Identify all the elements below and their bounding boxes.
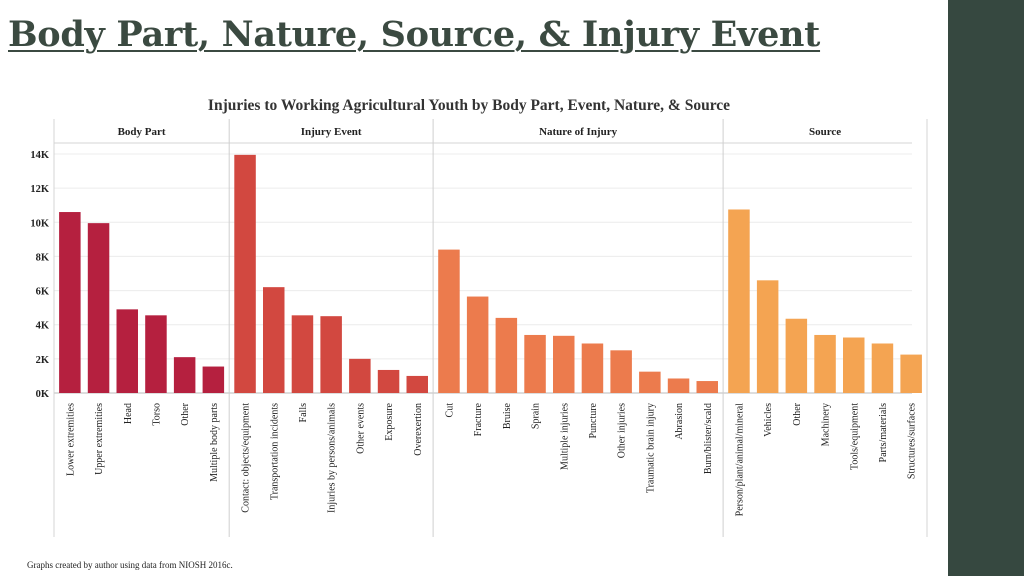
chart-panels: Body Part Lower extremities Upper extremit… xyxy=(59,126,922,516)
bar xyxy=(814,334,836,393)
source-footnote: Graphs created by author using data from… xyxy=(27,560,233,570)
x-tick-label: Tools/equipment xyxy=(849,403,860,470)
bar xyxy=(263,287,285,393)
x-tick-label: Lower extremities xyxy=(65,403,76,476)
bar xyxy=(524,334,546,393)
bar xyxy=(610,350,632,393)
panel-header: Injury Event xyxy=(301,126,362,138)
bar xyxy=(116,309,138,393)
bar xyxy=(291,315,314,393)
bar xyxy=(900,354,922,393)
bar xyxy=(59,212,81,393)
bar xyxy=(581,343,604,393)
x-tick-label: Upper extremities xyxy=(94,403,105,475)
bar xyxy=(667,378,690,393)
bar xyxy=(756,280,779,393)
chart-title: Injuries to Working Agricultural Youth b… xyxy=(208,97,730,114)
bar xyxy=(553,335,575,393)
y-tick-label: 8K xyxy=(36,252,50,263)
x-tick-label: Exposure xyxy=(384,402,395,440)
y-tick-label: 4K xyxy=(36,321,50,332)
x-tick-label: Parts/materials xyxy=(878,403,889,463)
decorative-side-band xyxy=(948,0,1024,576)
x-tick-label: Transportation incidents xyxy=(269,403,280,500)
x-tick-label: Head xyxy=(123,403,134,424)
y-tick-label: 6K xyxy=(36,287,50,298)
y-tick-label: 0K xyxy=(36,389,50,400)
injury-bar-chart: Injuries to Working Agricultural Youth b… xyxy=(30,97,928,537)
x-tick-label: Injuries by persons/animals xyxy=(327,403,338,513)
bar xyxy=(406,375,428,393)
panel-nature-of-injury: Nature of Injury Cut Fracture Bruise Sprain M… xyxy=(438,126,718,493)
panel-source: Source Person/plant/animal/mineral Vehicle… xyxy=(728,126,922,516)
x-tick-label: Other events xyxy=(355,403,366,454)
panel-header: Body Part xyxy=(118,126,166,138)
x-tick-label: Torso xyxy=(151,403,162,426)
x-tick-label: Multiple injuries xyxy=(559,403,570,470)
bar xyxy=(843,337,865,393)
x-tick-label: Cut xyxy=(444,403,455,418)
bar xyxy=(728,209,750,393)
bar xyxy=(320,316,342,393)
x-tick-label: Fracture xyxy=(473,402,484,436)
bar xyxy=(377,369,400,393)
y-tick-label: 14K xyxy=(30,150,50,161)
x-tick-label: Bruise xyxy=(502,402,513,429)
bar xyxy=(234,154,256,393)
x-tick-label: Falls xyxy=(298,403,309,423)
x-tick-label: Machinery xyxy=(821,403,832,446)
x-tick-label: Burn/blister/scald xyxy=(703,403,714,474)
slide-title: Body Part, Nature, Source, & Injury Even… xyxy=(8,14,821,55)
x-tick-label: Traumatic brain injury xyxy=(645,403,656,493)
y-tick-label: 12K xyxy=(30,184,50,195)
panel-header: Nature of Injury xyxy=(539,126,618,138)
bar xyxy=(173,357,196,393)
x-tick-label: Vehicles xyxy=(763,403,774,437)
bar xyxy=(871,343,894,393)
x-tick-label: Sprain xyxy=(531,403,542,429)
bar xyxy=(87,223,110,393)
x-tick-label: Puncture xyxy=(588,402,599,438)
bar xyxy=(349,358,371,393)
x-tick-label: Other injuries xyxy=(617,403,628,458)
bar xyxy=(495,317,518,393)
x-tick-label: Contact: objects/equipment xyxy=(241,403,252,513)
panel-header: Source xyxy=(809,126,841,138)
panel-injury-event: Injury Event Contact: objects/equipment Tr… xyxy=(234,126,428,513)
bar xyxy=(438,249,460,393)
bar xyxy=(696,381,718,393)
x-tick-label: Abrasion xyxy=(674,403,685,440)
y-tick-label: 2K xyxy=(36,355,50,366)
y-axis: 0K 2K 4K 6K 8K 10K 12K 14K xyxy=(30,150,50,400)
bar xyxy=(466,296,489,393)
bar xyxy=(639,371,661,393)
bar xyxy=(785,318,808,393)
bar xyxy=(145,315,167,393)
x-tick-label: Overexertion xyxy=(413,403,424,456)
x-tick-label: Multiple body parts xyxy=(209,403,220,482)
x-tick-label: Other xyxy=(180,402,191,425)
x-tick-label: Other xyxy=(792,402,803,425)
bar xyxy=(202,366,225,393)
y-tick-label: 10K xyxy=(30,218,50,229)
panel-body-part: Body Part Lower extremities Upper extremit… xyxy=(59,126,225,482)
x-tick-label: Structures/surfaces xyxy=(907,403,918,479)
x-tick-label: Person/plant/animal/mineral xyxy=(734,403,745,517)
